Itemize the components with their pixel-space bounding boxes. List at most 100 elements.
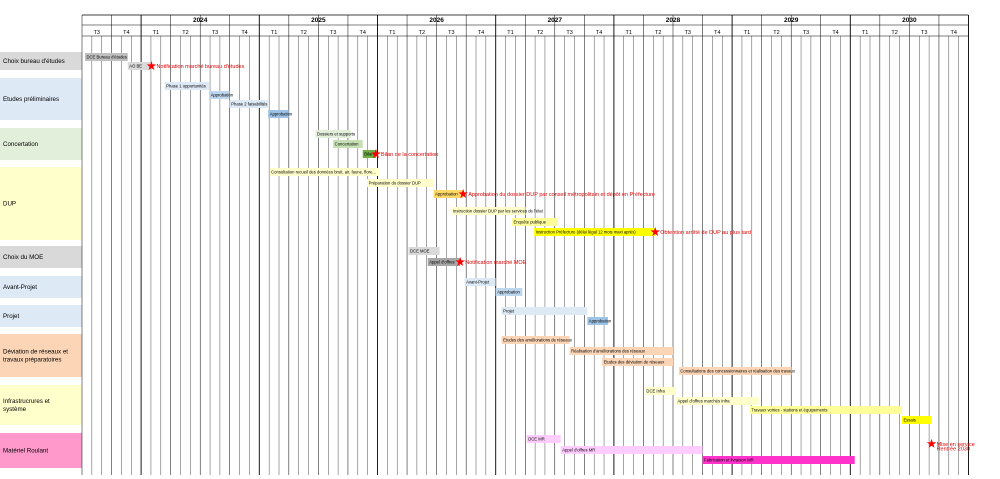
phase-label: DUP <box>3 201 16 208</box>
phase-label: Choix bureau d'études <box>3 58 65 65</box>
task-label: Approbation <box>435 192 458 197</box>
phase-label: Déviation de réseaux et <box>3 349 68 356</box>
phase-block <box>0 78 82 120</box>
task-label: Consultations des concessionnaires et ré… <box>680 369 795 374</box>
quarter-label: T4 <box>241 30 247 36</box>
quarter-label: T2 <box>182 30 188 36</box>
quarter-label: T3 <box>803 30 809 36</box>
task-bar <box>501 307 588 315</box>
year-label: 2027 <box>548 17 563 24</box>
phase-label: Etudes préliminaires <box>3 96 59 103</box>
year-label: 2028 <box>666 17 681 24</box>
task-label: Approbation <box>270 112 293 117</box>
phase-block <box>0 246 82 268</box>
phase-block <box>0 334 82 377</box>
phase-block <box>0 276 82 298</box>
task-label: Enquête publique <box>513 220 546 225</box>
task-label: Avant-Projet <box>466 280 490 285</box>
quarter-label: T1 <box>625 30 631 36</box>
task-label: Etudes des déviation de réseaux <box>604 360 666 365</box>
phase-label: Choix du MOE <box>3 254 43 261</box>
task-bar <box>495 288 523 296</box>
quarter-label: T1 <box>271 30 277 36</box>
task-bar <box>644 387 676 395</box>
quarter-label: T3 <box>448 30 454 36</box>
task-label: Appel d'offres marchés Infra <box>677 399 730 404</box>
phase-block <box>0 167 82 240</box>
phase-block <box>0 385 82 425</box>
quarter-label: T3 <box>94 30 100 36</box>
task-bar <box>526 435 561 443</box>
quarter-label: T1 <box>862 30 868 36</box>
task-label: AO BE <box>129 64 142 69</box>
phase-label: Matériel Roulant <box>3 448 48 455</box>
phase-block <box>0 52 82 70</box>
task-bar <box>902 416 932 424</box>
task-bar <box>164 82 210 90</box>
task-label: DCE MR <box>528 437 545 442</box>
quarter-label: T2 <box>537 30 543 36</box>
task-bar <box>408 247 440 255</box>
task-label: Préparation du dossier DUP <box>369 181 421 186</box>
task-bar <box>433 190 464 198</box>
quarter-label: T4 <box>832 30 838 36</box>
year-label: 2025 <box>311 17 326 24</box>
task-bar <box>127 62 150 70</box>
milestone-star-icon <box>458 189 468 198</box>
timeline-header: 2024 2025 2026 2027 2028 2029 2030 T3 T4 T1 T2 T3 T4… <box>94 17 957 36</box>
phase-column: Choix bureau d'études Etudes préliminaire… <box>0 52 82 468</box>
phase-label: système <box>3 406 27 413</box>
task-bar <box>367 179 434 187</box>
quarter-label: T4 <box>596 30 602 36</box>
milestone-star-icon <box>371 149 381 158</box>
quarter-label: T3 <box>685 30 691 36</box>
task-bar <box>511 218 558 226</box>
quarter-label: T4 <box>123 30 129 36</box>
milestone-star-icon <box>455 257 465 266</box>
task-label: Dossiers et supports <box>317 132 355 137</box>
task-label: Travaux voiries - stations et équipement… <box>751 408 827 413</box>
task-bar <box>209 91 230 99</box>
task-bar <box>678 367 792 375</box>
task-label: DCE MOE <box>410 249 430 254</box>
task-label: Approbation <box>589 319 612 324</box>
task-bar <box>84 53 128 61</box>
task-label: Phase 2 faisabilités <box>231 102 267 107</box>
phase-label: travaux préparatoires <box>3 357 61 364</box>
task-bar <box>229 100 269 108</box>
quarter-label: T2 <box>773 30 779 36</box>
milestone-label: Rentrée 2030 <box>937 446 970 452</box>
quarter-label: T4 <box>360 30 366 36</box>
task-label: Projet <box>503 309 515 314</box>
milestone-star-icon <box>926 438 937 448</box>
quarter-label: T1 <box>507 30 513 36</box>
quarter-label: T3 <box>566 30 572 36</box>
quarter-label: T2 <box>300 30 306 36</box>
quarter-label: T3 <box>921 30 927 36</box>
phase-label: Infrastrucrures et <box>3 398 50 405</box>
task-bar <box>451 207 526 215</box>
task-label: Instruction Préfecture (délai légal 12 m… <box>536 230 637 235</box>
quarter-label: T3 <box>330 30 336 36</box>
task-bar <box>268 110 289 118</box>
phase-label: Projet <box>3 313 19 320</box>
task-label: Essais <box>904 418 916 423</box>
phase-label: Concertation <box>3 141 39 148</box>
task-label: Fabrication et livraison MR <box>704 458 754 463</box>
milestone-label: Approbation du dossier DUP par conseil m… <box>468 192 655 198</box>
task-label: Approbation <box>497 290 520 295</box>
milestone-label: Obtention arrêté de DUP au plus tard <box>660 230 751 236</box>
task-bar <box>587 317 608 325</box>
year-label: 2029 <box>784 17 799 24</box>
year-label: 2030 <box>902 17 917 24</box>
task-label: Phase 1 opportunités <box>166 84 206 89</box>
task-bar <box>362 150 377 158</box>
task-bar <box>269 168 379 176</box>
task-bar <box>749 406 903 414</box>
task-label: Bilan <box>364 152 374 157</box>
quarter-label: T2 <box>419 30 425 36</box>
task-label: DCE Infra <box>646 389 665 394</box>
task-label: Etudes des améliorations de réseaux <box>503 338 573 343</box>
